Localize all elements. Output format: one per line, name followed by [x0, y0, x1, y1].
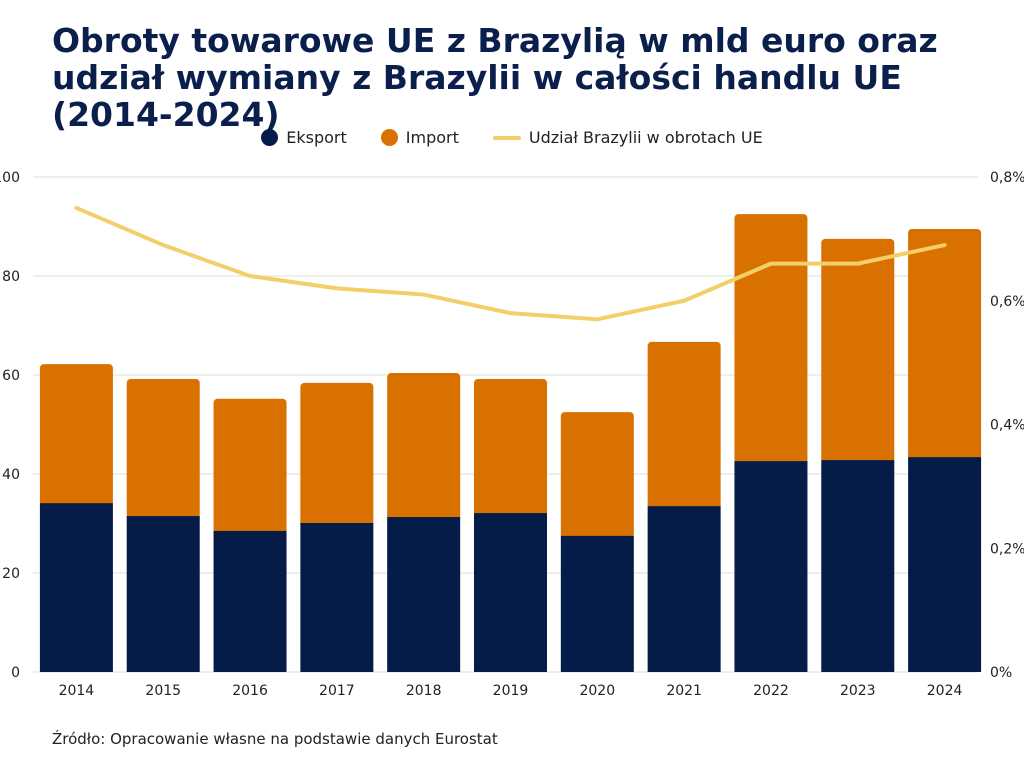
legend-label-export: Eksport — [286, 128, 347, 147]
x-tick-label: 2019 — [493, 683, 529, 699]
bar-export-2019 — [474, 513, 547, 672]
y2-tick-label: 0,8% — [990, 170, 1024, 186]
legend-label-import: Import — [405, 128, 459, 147]
bar-export-2022 — [734, 461, 808, 672]
bar-export-2021 — [647, 506, 721, 672]
bar-import-2020 — [560, 412, 634, 540]
y-tick-label: 40 — [2, 467, 20, 483]
legend-item-export: Eksport — [261, 128, 347, 147]
bar-import-2016 — [213, 398, 287, 535]
bar-export-2023 — [821, 460, 895, 672]
y2-tick-label: 0% — [990, 665, 1012, 681]
bar-export-2016 — [213, 530, 287, 672]
y-tick-label: 60 — [2, 368, 20, 384]
bar-export-2020 — [560, 535, 634, 672]
x-tick-label: 2018 — [406, 683, 442, 699]
x-tick-label: 2016 — [232, 683, 268, 699]
y2-tick-label: 0,2% — [990, 541, 1024, 557]
share-line — [74, 205, 947, 322]
x-tick-label: 2017 — [319, 683, 355, 699]
chart-title: Obroty towarowe UE z Brazylią w mld euro… — [52, 21, 938, 134]
bar-export-2017 — [300, 523, 374, 672]
y-tick-label: 20 — [2, 566, 20, 582]
x-tick-label: 2015 — [145, 683, 181, 699]
bar-import-2018 — [387, 373, 461, 522]
x-tick-label: 2014 — [59, 683, 95, 699]
legend-item-share: Udział Brazylii w obrotach UE — [492, 128, 763, 147]
source-note: Źródło: Opracowanie własne na podstawie … — [52, 730, 498, 748]
legend-swatch-share — [492, 135, 521, 140]
legend: Eksport Import Udział Brazylii w obrotac… — [0, 128, 1024, 147]
bar-export-2014 — [39, 503, 113, 672]
bar-import-2017 — [300, 382, 374, 528]
y-tick-label: 0 — [11, 665, 20, 681]
y2-tick-label: 0,4% — [990, 418, 1024, 434]
bar-export-2015 — [126, 516, 200, 672]
bar-import-2014 — [39, 364, 113, 508]
y-tick-label: 80 — [2, 269, 20, 285]
bar-import-2022 — [734, 214, 808, 466]
x-tick-label: 2022 — [753, 683, 789, 699]
x-tick-label: 2020 — [579, 683, 615, 699]
y2-tick-label: 0,6% — [990, 294, 1024, 310]
legend-label-share: Udział Brazylii w obrotach UE — [528, 128, 763, 147]
y-tick-label: 100 — [0, 170, 20, 186]
legend-swatch-import — [380, 129, 398, 146]
legend-swatch-export — [261, 129, 279, 146]
x-tick-label: 2021 — [666, 683, 702, 699]
bar-export-2018 — [387, 517, 461, 672]
bar-import-2021 — [647, 341, 721, 511]
x-tick-label: 2023 — [840, 683, 876, 699]
bar-import-2023 — [821, 238, 895, 465]
bar-import-2019 — [474, 378, 547, 518]
legend-item-import: Import — [380, 128, 459, 147]
bar-import-2015 — [126, 378, 200, 521]
x-tick-label: 2024 — [927, 683, 963, 699]
bar-import-2024 — [908, 228, 982, 462]
bar-export-2024 — [908, 457, 982, 672]
